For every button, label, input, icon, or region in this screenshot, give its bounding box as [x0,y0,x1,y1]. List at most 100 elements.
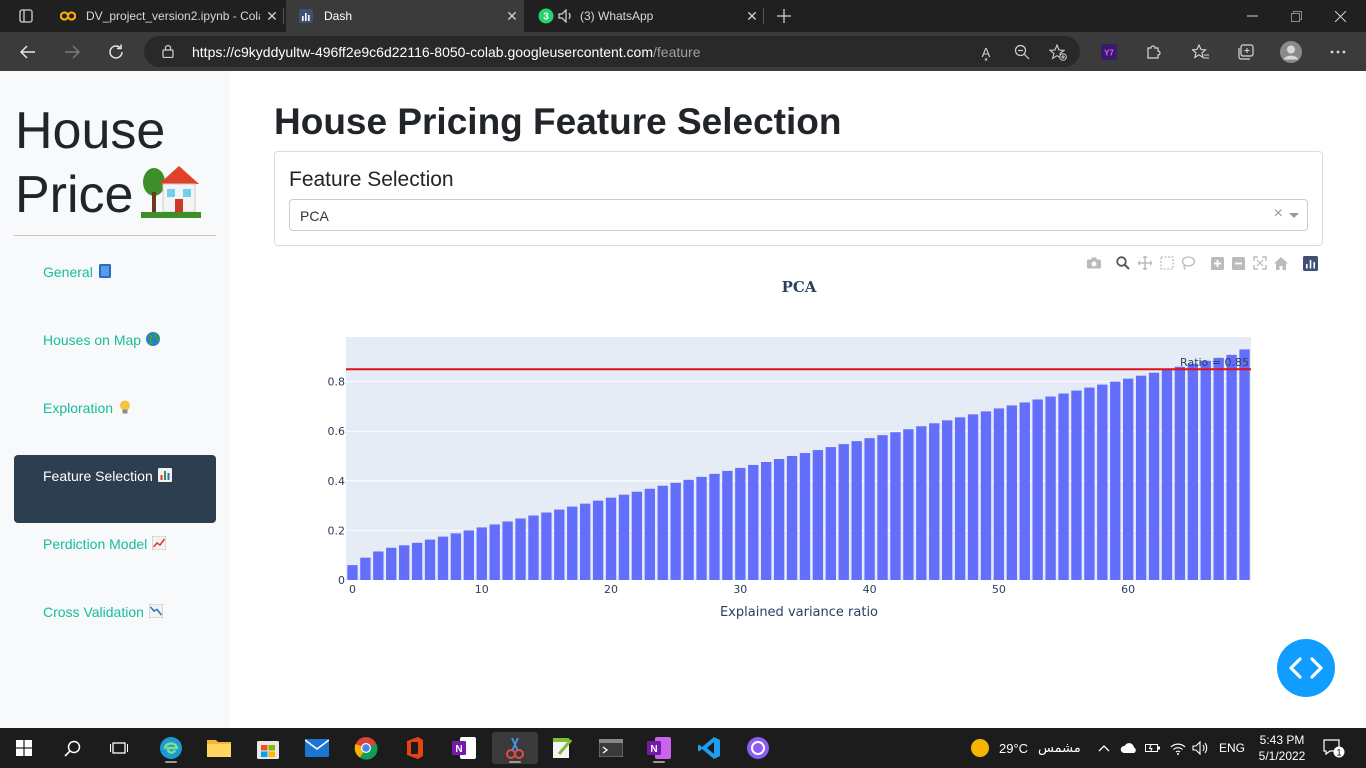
refresh-button[interactable] [96,32,136,71]
bar[interactable] [1045,396,1056,580]
bar[interactable] [386,547,397,580]
back-button[interactable] [8,32,48,71]
bar[interactable] [360,557,371,580]
bar[interactable] [592,500,604,580]
bar[interactable] [528,515,539,580]
reset-axes-home-icon[interactable] [1273,255,1289,271]
onedrive-icon[interactable] [1120,728,1138,768]
bar[interactable] [644,488,655,580]
bar[interactable] [1226,354,1237,580]
bar[interactable] [786,456,798,580]
bar[interactable] [735,467,746,580]
pan-icon[interactable] [1137,255,1153,271]
vscode-icon[interactable] [691,732,727,764]
volume-icon[interactable] [1192,728,1209,768]
bar[interactable] [1097,384,1108,580]
bar[interactable] [1110,381,1121,580]
zoom-out-icon[interactable] [1012,42,1032,62]
nav-houses-on-map[interactable]: Houses on Map [14,319,216,387]
zoom-in-icon[interactable] [1209,255,1225,271]
bar[interactable] [399,545,410,580]
bar[interactable] [1148,372,1160,580]
bar[interactable] [1032,399,1043,580]
autoscale-icon[interactable] [1252,255,1268,271]
favorite-add-icon[interactable] [1048,42,1068,62]
bar[interactable] [838,444,849,580]
bar[interactable] [580,503,591,580]
clear-selection-icon[interactable]: × [1273,205,1283,222]
bar[interactable] [515,518,526,580]
zoom-out-icon[interactable] [1230,255,1246,271]
bar[interactable] [347,565,358,580]
bar[interactable] [502,521,513,580]
bar[interactable] [437,536,449,580]
bar[interactable] [424,539,436,580]
box-select-icon[interactable] [1159,255,1175,271]
terminal-icon[interactable] [593,732,629,764]
bar[interactable] [825,447,836,580]
snipping-tool-icon[interactable] [492,732,538,764]
nav-cross-validation[interactable]: Cross Validation [14,591,216,659]
read-aloud-icon[interactable]: A͓ [981,44,991,60]
more-options-icon[interactable] [1327,41,1349,63]
bar[interactable] [1187,363,1198,580]
bar[interactable] [696,476,707,580]
wifi-icon[interactable] [1170,728,1186,768]
bar[interactable] [929,423,940,580]
bar[interactable] [954,417,966,580]
bar[interactable] [1174,366,1186,580]
bar[interactable] [722,470,733,580]
bar[interactable] [1006,405,1017,580]
restore-button[interactable] [1274,0,1318,32]
bar[interactable] [489,524,500,580]
camera-icon[interactable] [1086,255,1102,271]
lasso-select-icon[interactable] [1180,255,1196,271]
bar[interactable] [773,458,785,580]
bar[interactable] [1058,393,1069,580]
input-language[interactable]: ENG [1219,741,1246,755]
close-window-button[interactable] [1318,0,1362,32]
speaker-icon[interactable] [558,8,574,24]
bar[interactable] [1019,402,1030,580]
forward-button[interactable] [52,32,92,71]
search-icon[interactable] [54,732,90,764]
bar[interactable] [411,542,423,580]
show-hidden-icons[interactable] [1098,728,1110,768]
extension-icon[interactable]: Y7 [1098,41,1120,63]
bar[interactable] [1161,369,1173,580]
bar[interactable] [890,432,901,580]
bar[interactable] [799,453,811,580]
github-desktop-icon[interactable] [740,732,776,764]
bar[interactable] [605,497,617,580]
feature-method-dropdown[interactable]: PCA × [289,199,1308,231]
bar[interactable] [942,420,953,580]
nav-prediction-model[interactable]: Perdiction Model [14,523,216,591]
chrome-icon[interactable] [348,732,384,764]
bar[interactable] [748,464,759,580]
microsoft-store-icon[interactable] [250,732,286,764]
chevron-down-icon[interactable] [1289,213,1299,218]
bar[interactable] [967,414,979,580]
browser-tab-colab[interactable]: DV_project_version2.ipynb - Cola ✕ [48,0,284,32]
office-icon[interactable] [397,732,433,764]
lock-icon[interactable] [162,44,174,58]
bar[interactable] [1135,375,1147,580]
close-icon[interactable]: ✕ [266,7,278,24]
bar[interactable] [567,506,578,580]
bar[interactable] [631,491,643,580]
favorites-icon[interactable] [1190,41,1212,63]
bar[interactable] [463,530,474,580]
system-clock[interactable]: 5:43 PM 5/1/2022 [1252,732,1312,764]
bar[interactable] [541,512,552,580]
new-tab-button[interactable] [762,0,806,32]
dash-debug-toggle-button[interactable] [1277,639,1335,697]
battery-icon[interactable] [1145,728,1161,768]
mail-icon[interactable] [299,732,335,764]
bar[interactable] [851,441,862,580]
nav-feature-selection[interactable]: Feature Selection [14,455,216,523]
bar[interactable] [980,411,992,580]
minimize-button[interactable] [1230,0,1274,32]
browser-tab-dash[interactable]: Dash ✕ [286,0,524,32]
bar[interactable] [1213,357,1224,580]
bar[interactable] [1200,360,1211,580]
